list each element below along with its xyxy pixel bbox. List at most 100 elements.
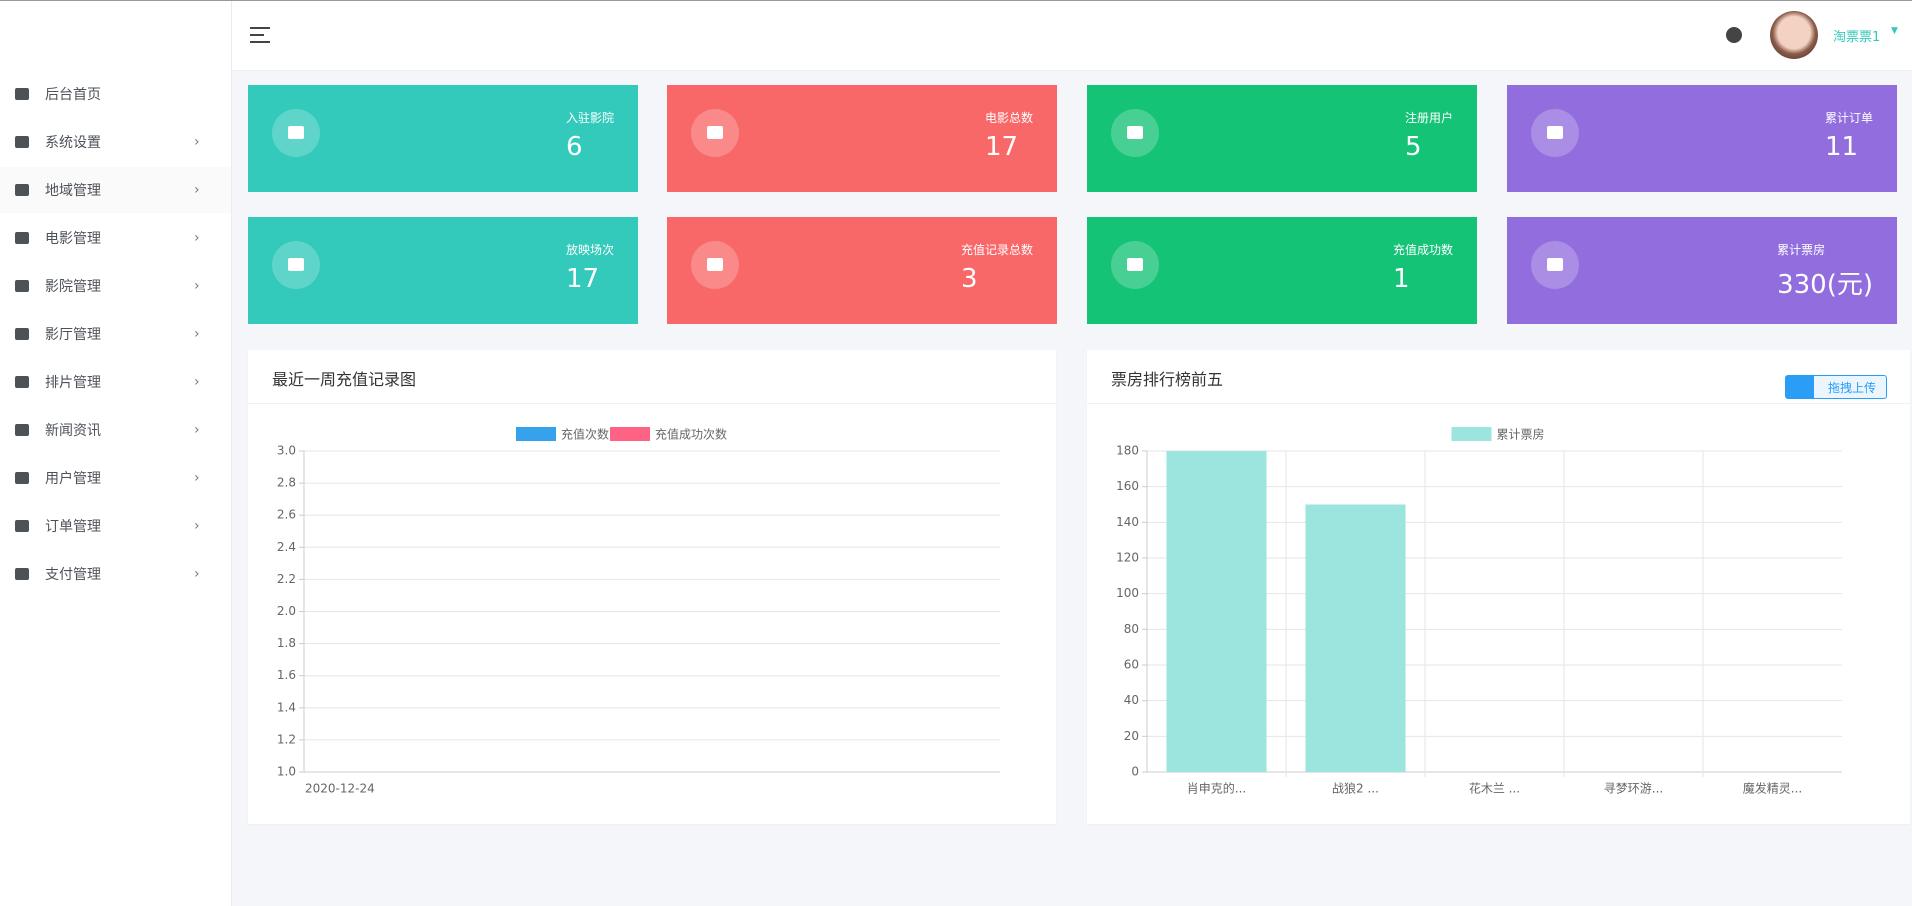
nav-item[interactable]: 新闻资讯 › — [0, 407, 231, 453]
nav-item[interactable]: 电影管理 › — [0, 215, 231, 261]
nav-icon — [15, 328, 29, 340]
stat-card: 电影总数 17 — [667, 85, 1057, 192]
nav-item[interactable]: 影厅管理 › — [0, 311, 231, 357]
bar — [1166, 451, 1267, 772]
nav-arrow: › — [194, 326, 200, 342]
icon — [288, 258, 304, 271]
icon — [707, 258, 723, 271]
icon — [288, 126, 304, 139]
card-label: 放映场次 — [565, 243, 614, 257]
legend-label: 充值成功次数 — [655, 427, 727, 442]
nav-item[interactable]: 排片管理 › — [0, 359, 231, 405]
panel-title: 票房排行榜前五 — [1111, 370, 1224, 389]
nav-item[interactable]: 用户管理 › — [0, 455, 231, 501]
y-tick-label: 1.8 — [277, 636, 296, 650]
nav-label: 电影管理 — [45, 231, 101, 247]
panel-title: 最近一周充值记录图 — [272, 370, 417, 389]
chart: 充值次数 充值成功次数 1.0 1.2 1.4 1.6 1.8 2.0 2.2 2.4 2.6 2.8… — [277, 427, 1000, 796]
nav-label: 地域管理 — [45, 183, 101, 199]
nav-label: 订单管理 — [45, 519, 101, 535]
card-text: 充值成功数 1 — [1393, 241, 1453, 294]
y-tick-label: 3.0 — [277, 444, 296, 458]
card-value: 6 — [565, 132, 583, 162]
legend-swatch — [516, 427, 556, 441]
user-name[interactable]: 淘票票1 — [1833, 30, 1881, 45]
nav-item[interactable]: 支付管理 › — [0, 551, 231, 597]
upload-icon — [1786, 376, 1814, 398]
y-tick-label: 1.6 — [277, 668, 296, 682]
card-label: 入驻影院 — [565, 111, 614, 125]
card-label: 累计订单 — [1824, 111, 1873, 125]
nav-icon — [15, 280, 29, 292]
icon — [707, 126, 723, 139]
nav-arrow: › — [194, 374, 200, 390]
y-tick-label: 2.2 — [277, 572, 296, 586]
chart-panel: 票房排行榜前五 累计票房 0 20 40 60 80 100 120 140 160 180 肖申克的.… — [1087, 350, 1910, 824]
nav-label: 后台首页 — [45, 87, 101, 103]
avatar[interactable] — [1770, 11, 1818, 59]
legend-label: 累计票房 — [1497, 427, 1545, 442]
card-value: 1 — [1392, 264, 1410, 294]
nav-label: 影厅管理 — [45, 327, 101, 343]
stat-card: 充值成功数 1 — [1087, 217, 1477, 324]
card-text: 充值记录总数 3 — [961, 241, 1033, 294]
y-tick-label: 120 — [1116, 551, 1139, 565]
y-tick-label: 100 — [1116, 586, 1139, 600]
y-tick-label: 2.4 — [277, 540, 296, 554]
divider — [1087, 403, 1910, 404]
y-tick-label: 0 — [1131, 765, 1139, 779]
legend-label: 充值次数 — [561, 427, 609, 442]
y-tick-label: 20 — [1124, 729, 1139, 743]
y-tick-label: 60 — [1124, 658, 1139, 672]
stat-card: 累计订单 11 — [1507, 85, 1897, 192]
nav-arrow: › — [194, 566, 200, 582]
nav-item[interactable]: 系统设置 › — [0, 119, 231, 165]
nav-item[interactable]: 订单管理 › — [0, 503, 231, 549]
legend-swatch — [610, 427, 650, 441]
nav-label: 排片管理 — [45, 375, 101, 391]
y-tick-label: 2.8 — [277, 476, 296, 490]
x-tick-label: 战狼2 ... — [1332, 781, 1379, 796]
nav-icon — [15, 472, 29, 484]
stat-card: 放映场次 17 — [248, 217, 638, 324]
nav-icon — [15, 88, 29, 100]
nav-item[interactable]: 影院管理 › — [0, 263, 231, 309]
card-value: 11 — [1824, 132, 1859, 162]
nav-item[interactable]: 后台首页 — [0, 71, 231, 117]
x-tick-label: 寻梦环游... — [1604, 782, 1663, 796]
card-text: 入驻影院 6 — [566, 109, 614, 162]
card-label: 充值记录总数 — [960, 243, 1033, 257]
card-icon — [272, 241, 320, 289]
card-label: 注册用户 — [1404, 111, 1453, 125]
nav-label: 支付管理 — [45, 567, 101, 583]
card-text: 注册用户 5 — [1405, 109, 1453, 162]
divider — [248, 403, 1056, 404]
upload-text: 拖拽上传 — [1828, 380, 1877, 395]
nav-arrow: › — [194, 518, 200, 534]
y-tick-label: 1.2 — [277, 732, 296, 746]
x-tick-label: 肖申克的... — [1187, 781, 1246, 796]
nav-arrow: › — [194, 422, 200, 438]
y-tick-label: 40 — [1124, 693, 1139, 707]
card-value: 17 — [565, 264, 600, 294]
card-icon — [691, 241, 739, 289]
bar — [1305, 504, 1406, 772]
menu-toggle[interactable] — [250, 27, 270, 48]
icon — [1127, 126, 1143, 139]
card-text: 累计订单 11 — [1825, 109, 1873, 162]
x-tick-label: 花木兰 ... — [1469, 781, 1520, 796]
card-value: 17 — [984, 132, 1019, 162]
stat-card: 注册用户 5 — [1087, 85, 1477, 192]
nav-item[interactable]: 地域管理 › — [0, 167, 231, 213]
card-icon — [1111, 241, 1159, 289]
card-value: 5 — [1404, 132, 1422, 162]
stat-card: 累计票房 330(元) — [1507, 217, 1897, 324]
card-icon — [1531, 241, 1579, 289]
upload-button[interactable]: 拖拽上传 — [1785, 375, 1887, 399]
y-tick-label: 2.0 — [277, 604, 296, 618]
y-tick-label: 80 — [1124, 622, 1139, 636]
theme-icon[interactable] — [1726, 27, 1742, 43]
nav-icon — [15, 424, 29, 436]
caret: ▼ — [1891, 26, 1898, 36]
nav-arrow: › — [194, 230, 200, 246]
